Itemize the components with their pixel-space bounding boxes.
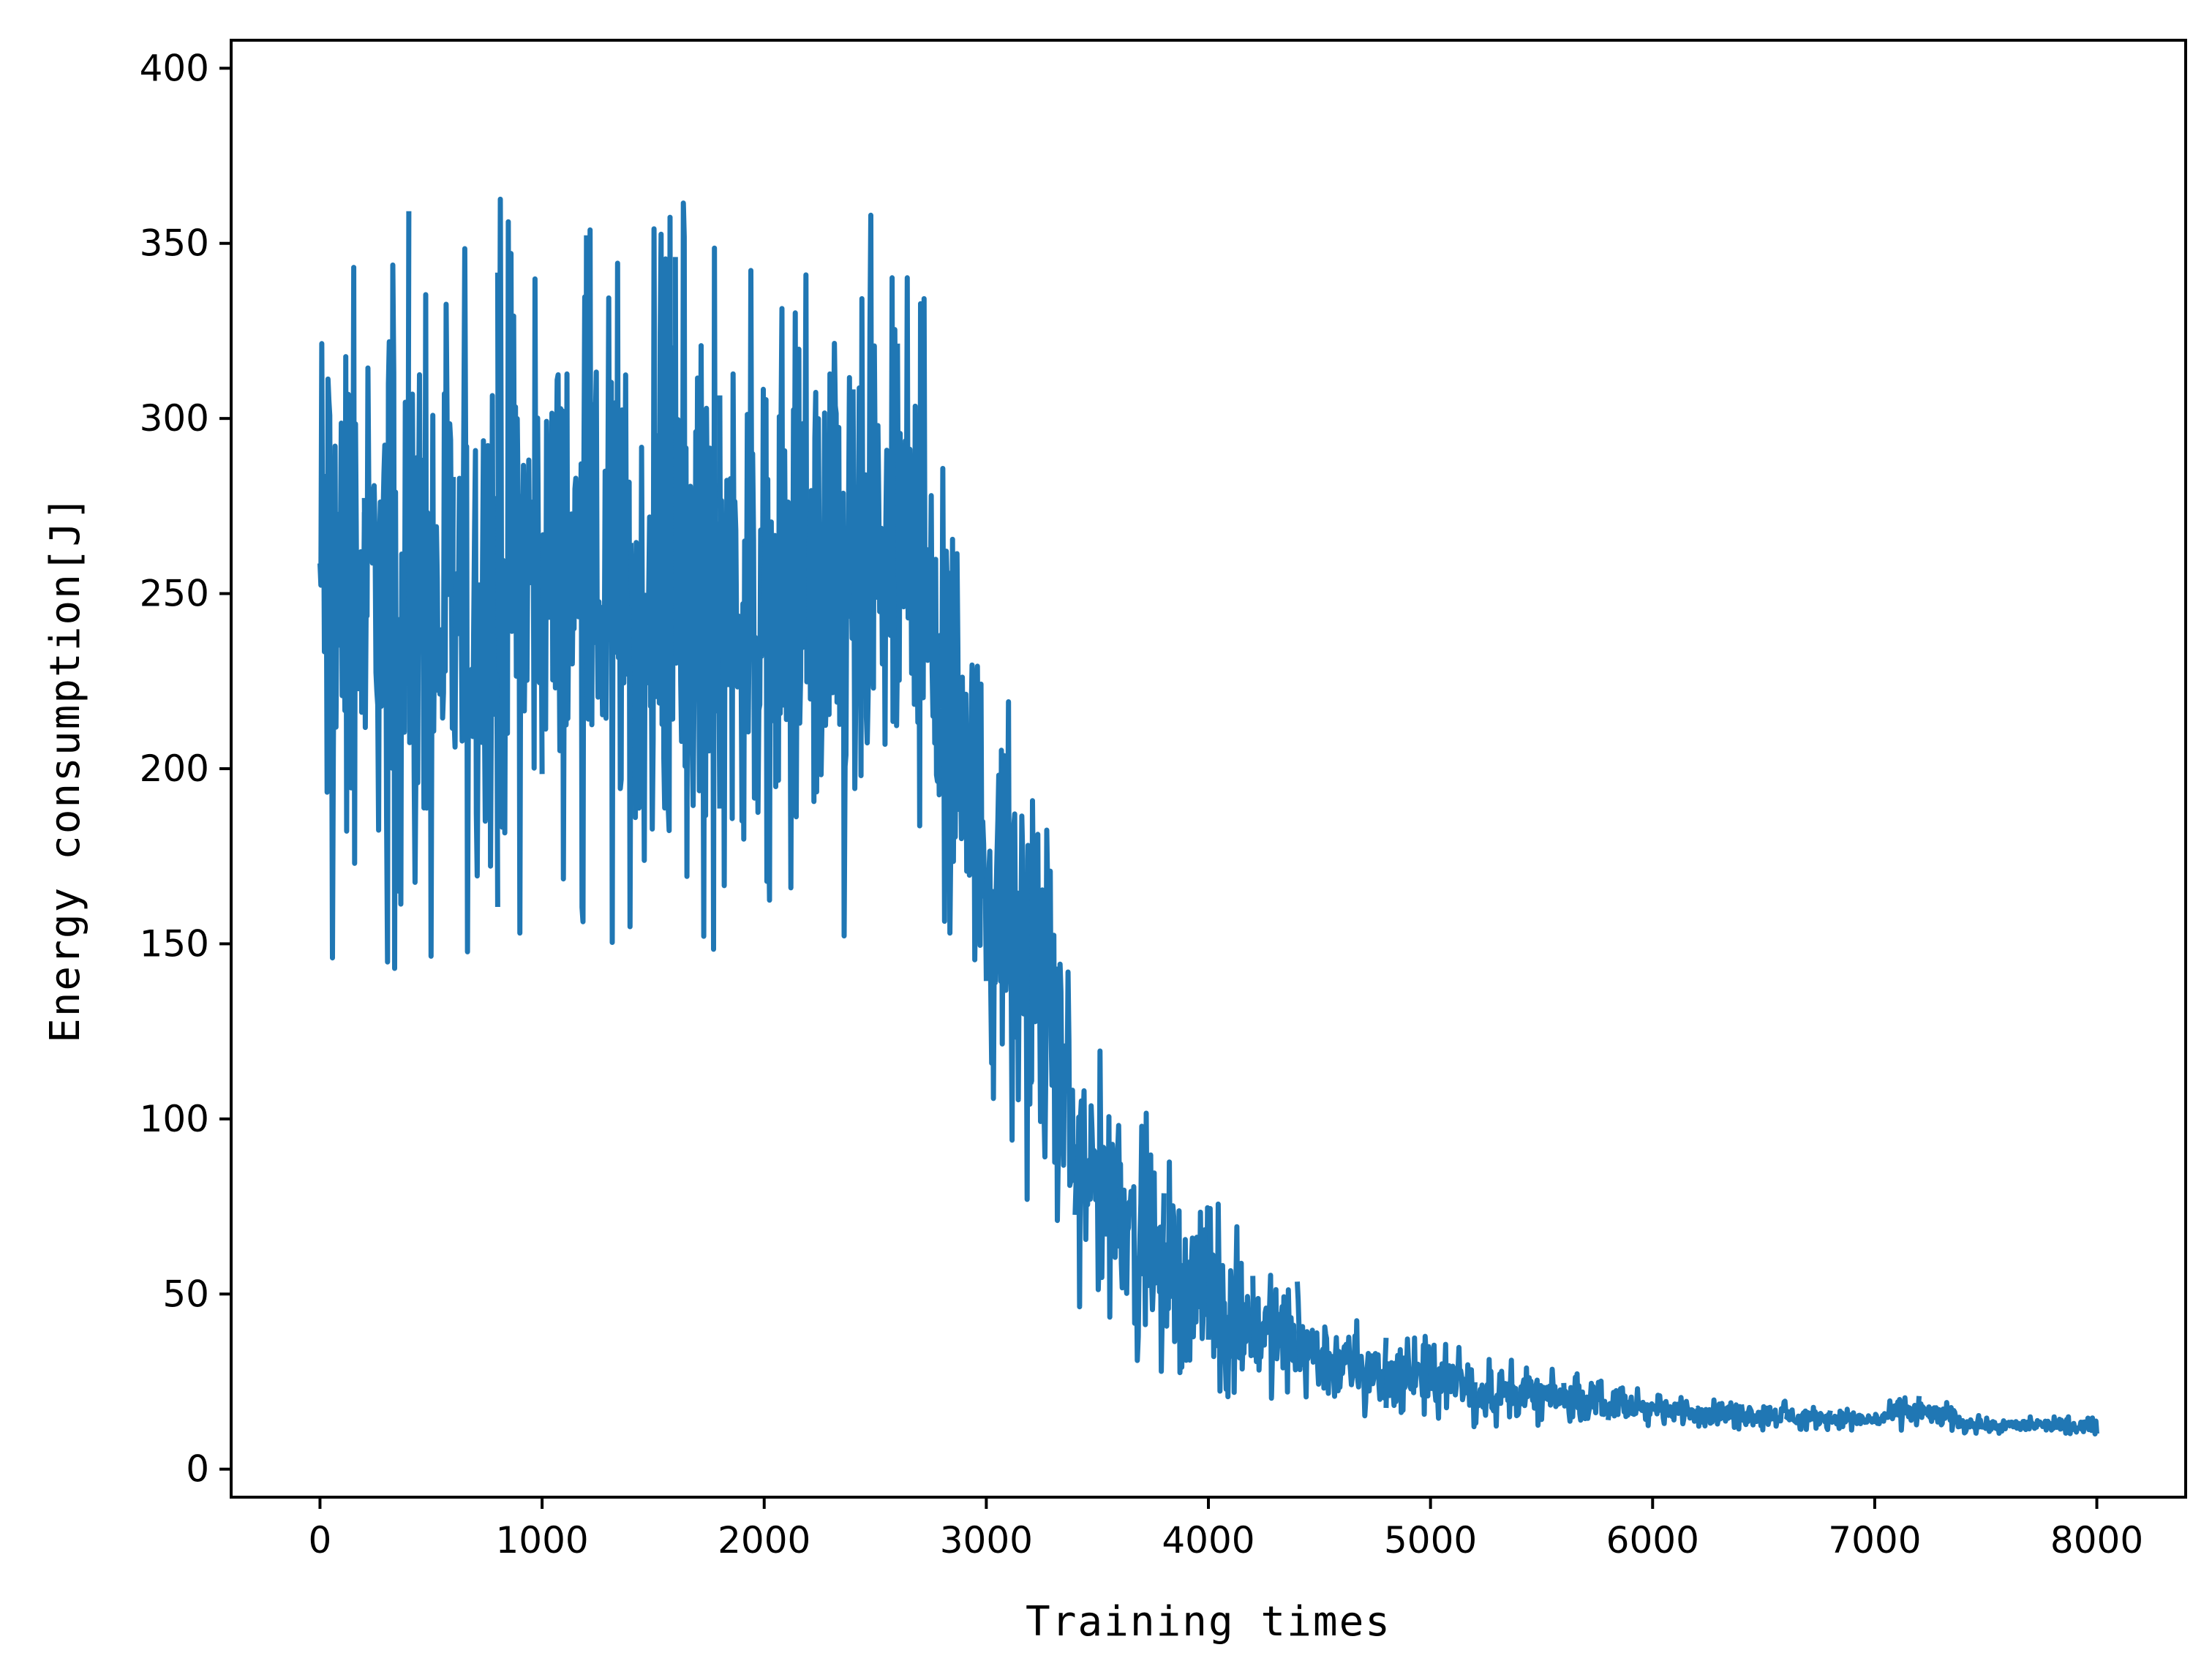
series-line-segment (1250, 1273, 1300, 1401)
series-line-segment (584, 227, 633, 945)
series-line-segment (2050, 1414, 2099, 1436)
series-line-segment (672, 200, 723, 952)
y-tick-label: 100 (140, 1098, 209, 1140)
y-tick-label: 400 (140, 47, 209, 89)
series-line-segment (1651, 1393, 1700, 1427)
series-line-segment (539, 235, 590, 924)
x-tick-label: 2000 (718, 1519, 810, 1562)
x-tick-label: 3000 (940, 1519, 1033, 1562)
y-tick-label: 350 (140, 222, 209, 265)
series-line-segment (895, 275, 945, 829)
y-axis-label: Energy consumption[J] (42, 494, 89, 1043)
series-layer (317, 196, 2099, 1436)
x-axis-label: Training times (1026, 1598, 1391, 1646)
y-tick-label: 300 (140, 397, 209, 440)
series-line-segment (1872, 1395, 1922, 1433)
x-axis-ticks: 0 1000 2000 3000 4000 5000 6000 7000 8000 (309, 1497, 2143, 1562)
series-line-segment (1516, 1365, 1567, 1428)
series-line-segment (1561, 1371, 1611, 1424)
y-tick-label: 200 (140, 747, 209, 790)
x-tick-label: 7000 (1828, 1519, 1921, 1562)
series-line-segment (1827, 1406, 1877, 1433)
series-line-segment (1072, 1048, 1122, 1320)
series-line-segment (806, 341, 856, 939)
series-line-segment (1783, 1404, 1833, 1432)
series-line-segment (1383, 1333, 1434, 1417)
series-line-segment (1472, 1357, 1522, 1429)
x-tick-label: 8000 (2050, 1519, 2143, 1562)
x-tick-label: 0 (309, 1519, 332, 1562)
series-line-segment (1295, 1281, 1344, 1400)
series-line-segment (406, 292, 456, 959)
series-line-segment (717, 268, 767, 889)
y-tick-label: 50 (162, 1273, 209, 1315)
series-line-segment (1161, 1159, 1211, 1376)
series-line-segment (1960, 1413, 2010, 1436)
series-line-segment (1606, 1385, 1655, 1428)
y-tick-label: 0 (186, 1448, 209, 1491)
series-line-segment (451, 246, 500, 954)
series-line-segment (1205, 1201, 1254, 1400)
y-tick-label: 250 (140, 573, 209, 615)
series-line-segment (1916, 1400, 1966, 1434)
series-line-segment (1117, 1110, 1167, 1374)
x-tick-label: 1000 (495, 1519, 588, 1562)
series-line-segment (628, 214, 678, 863)
series-line-segment (361, 211, 412, 971)
series-line-segment (983, 699, 1034, 1202)
y-axis-ticks: 0 50 100 150 200 250 300 350 400 (140, 47, 231, 1491)
series-line-segment (1339, 1318, 1389, 1419)
series-line-segment (761, 272, 811, 903)
series-line-segment (1028, 798, 1078, 1224)
series-line-segment (939, 466, 989, 982)
series-line-segment (494, 196, 545, 936)
series-line-segment (317, 265, 367, 961)
y-tick-label: 150 (140, 922, 209, 965)
series-line-segment (1428, 1341, 1478, 1430)
series-line-segment (850, 212, 900, 791)
series-line-segment (1739, 1398, 1788, 1433)
x-tick-label: 5000 (1384, 1519, 1477, 1562)
x-tick-label: 6000 (1606, 1519, 1699, 1562)
series-line-segment (2005, 1414, 2055, 1433)
series-line-segment (1695, 1397, 1743, 1432)
x-tick-label: 4000 (1162, 1519, 1254, 1562)
